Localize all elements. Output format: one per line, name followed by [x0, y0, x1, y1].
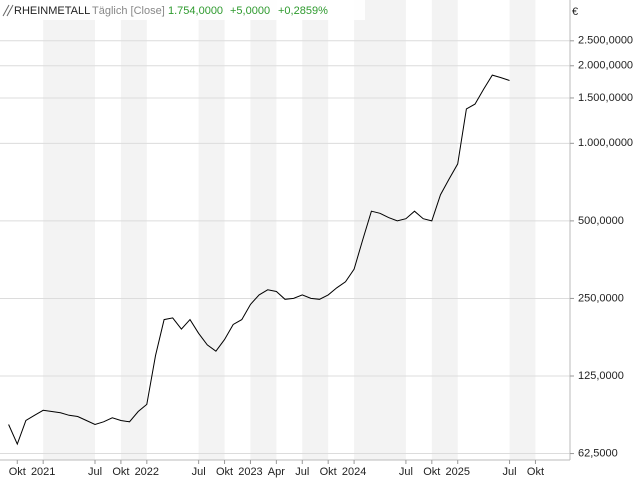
x-tick-label: Okt — [9, 466, 26, 478]
header-bg — [0, 0, 365, 20]
band — [250, 0, 277, 460]
icon — [2, 4, 14, 17]
x-tick-label: 2023 — [238, 466, 262, 478]
band — [509, 0, 536, 460]
band — [302, 0, 329, 460]
band — [354, 0, 406, 460]
x-tick-label: 2025 — [445, 466, 469, 478]
x-tick-label: Apr — [268, 466, 285, 478]
x-tick-label: Okt — [423, 466, 440, 478]
x-tick-label: Jul — [192, 466, 206, 478]
bands — [43, 0, 536, 460]
x-tick-label: Jul — [295, 466, 309, 478]
x-tick-label: Okt — [112, 466, 129, 478]
x-tick-label: Okt — [527, 466, 544, 478]
x-tick-label: Okt — [216, 466, 233, 478]
y-tick-label: 1.000,0000 — [578, 137, 633, 149]
band — [120, 0, 147, 460]
x-tick-label: 2021 — [31, 466, 55, 478]
x-tick-label: 2024 — [342, 466, 366, 478]
y-tick-label: 62,5000 — [578, 447, 618, 459]
y-tick-label: 1.500,0000 — [578, 92, 633, 104]
grid — [0, 40, 570, 455]
band — [431, 0, 458, 460]
y-unit: € — [572, 6, 578, 18]
y-tick-label: 500,0000 — [578, 215, 624, 227]
y-tick-label: 250,0000 — [578, 292, 624, 304]
change-pct: +0,2859% — [278, 5, 328, 17]
subtitle: Täglich [Close] — [92, 5, 165, 17]
chart-title: RHEINMETALL — [14, 5, 90, 17]
band — [43, 0, 95, 460]
y-tick-label: 2.500,0000 — [578, 35, 633, 47]
y-tick-label: 125,0000 — [578, 370, 624, 382]
x-tick-label: Jul — [503, 466, 517, 478]
price-line — [8, 74, 510, 446]
last-price: 1.754,0000 — [168, 5, 223, 17]
x-tick-label: Jul — [399, 466, 413, 478]
x-tick-label: 2022 — [135, 466, 159, 478]
x-tick-label: Okt — [320, 466, 337, 478]
band — [198, 0, 225, 460]
y-tick-label: 2.000,0000 — [578, 60, 633, 72]
x-tick-label: Jul — [88, 466, 102, 478]
change: +5,0000 — [230, 5, 270, 17]
